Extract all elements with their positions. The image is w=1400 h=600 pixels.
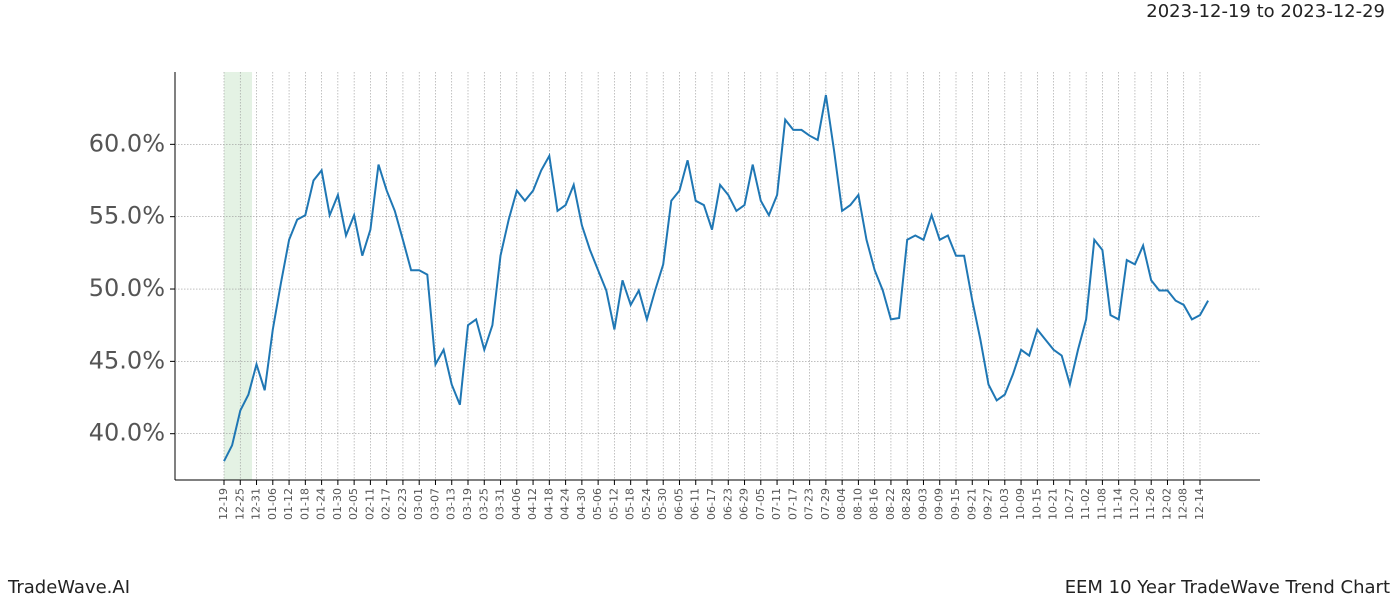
x-tick-label: 11-02 (1079, 488, 1092, 520)
x-tick-label: 03-19 (461, 488, 474, 520)
x-tick-label: 09-03 (916, 488, 929, 520)
x-tick-label: 09-21 (965, 488, 978, 520)
x-tick-label: 10-15 (1030, 488, 1043, 520)
x-tick-label: 03-25 (477, 488, 490, 520)
x-tick-label: 01-06 (266, 488, 279, 520)
x-tick-label: 03-01 (412, 488, 425, 520)
x-tick-label: 10-09 (1014, 488, 1027, 520)
x-tick-label: 08-16 (868, 488, 881, 520)
x-tick-label: 08-28 (900, 488, 913, 520)
x-tick-label: 06-23 (721, 488, 734, 520)
x-tick-label: 03-31 (494, 488, 507, 520)
x-tick-label: 02-17 (380, 488, 393, 520)
x-tick-label: 05-12 (607, 488, 620, 520)
x-tick-label: 10-03 (998, 488, 1011, 520)
x-tick-label: 05-30 (656, 488, 669, 520)
x-tick-label: 11-08 (1095, 488, 1108, 520)
x-tick-label: 09-15 (949, 488, 962, 520)
x-tick-label: 06-11 (689, 488, 702, 520)
x-tick-label: 11-20 (1128, 488, 1141, 520)
x-tick-label: 12-25 (233, 488, 246, 520)
x-tick-label: 03-07 (428, 488, 441, 520)
y-tick-label: 55.0% (89, 202, 165, 230)
y-tick-label: 45.0% (89, 346, 165, 374)
highlight-span (224, 72, 252, 480)
x-tick-label: 07-05 (754, 488, 767, 520)
x-tick-label: 08-22 (884, 488, 897, 520)
x-tick-label: 04-12 (526, 488, 539, 520)
x-tick-label: 05-24 (640, 488, 653, 520)
y-tick-label: 40.0% (89, 419, 165, 447)
x-tick-label: 04-30 (575, 488, 588, 520)
x-tick-label: 06-17 (705, 488, 718, 520)
x-tick-label: 02-11 (363, 488, 376, 520)
x-tick-label: 01-24 (315, 488, 328, 520)
x-tick-label: 12-14 (1193, 488, 1206, 520)
x-tick-label: 12-08 (1177, 488, 1190, 520)
x-tick-label: 10-27 (1063, 488, 1076, 520)
x-tick-label: 10-21 (1047, 488, 1060, 520)
x-tick-label: 03-13 (445, 488, 458, 520)
y-tick-label: 50.0% (89, 274, 165, 302)
x-tick-label: 01-12 (282, 488, 295, 520)
x-tick-label: 08-04 (835, 488, 848, 520)
x-tick-label: 07-17 (786, 488, 799, 520)
brand: TradeWave.AI (7, 577, 130, 598)
x-tick-label: 07-11 (770, 488, 783, 520)
x-tick-label: 08-10 (851, 488, 864, 520)
trend-line (223, 94, 1209, 462)
x-tick-label: 05-18 (624, 488, 637, 520)
x-tick-label: 02-05 (347, 488, 360, 520)
y-tick-label: 60.0% (89, 129, 165, 157)
x-tick-label: 11-26 (1144, 488, 1157, 520)
x-tick-label: 04-24 (559, 488, 572, 520)
x-tick-label: 06-05 (672, 488, 685, 520)
x-tick-label: 01-18 (298, 488, 311, 520)
x-tick-label: 02-23 (396, 488, 409, 520)
x-tick-label: 09-09 (933, 488, 946, 520)
x-tick-label: 11-14 (1112, 488, 1125, 520)
x-tick-label: 04-06 (510, 488, 523, 520)
x-tick-label: 12-19 (217, 488, 230, 520)
x-tick-label: 07-29 (819, 488, 832, 520)
x-tick-label: 09-27 (982, 488, 995, 520)
x-tick-label: 01-30 (331, 488, 344, 520)
date-range: 2023-12-19 to 2023-12-29 (1146, 1, 1385, 22)
x-tick-label: 06-29 (738, 488, 751, 520)
x-tick-label: 12-02 (1160, 488, 1173, 520)
x-tick-label: 04-18 (542, 488, 555, 520)
x-tick-label: 12-31 (250, 488, 263, 520)
chart-caption: EEM 10 Year TradeWave Trend Chart (1065, 577, 1390, 598)
x-tick-label: 07-23 (803, 488, 816, 520)
x-tick-label: 05-06 (591, 488, 604, 520)
